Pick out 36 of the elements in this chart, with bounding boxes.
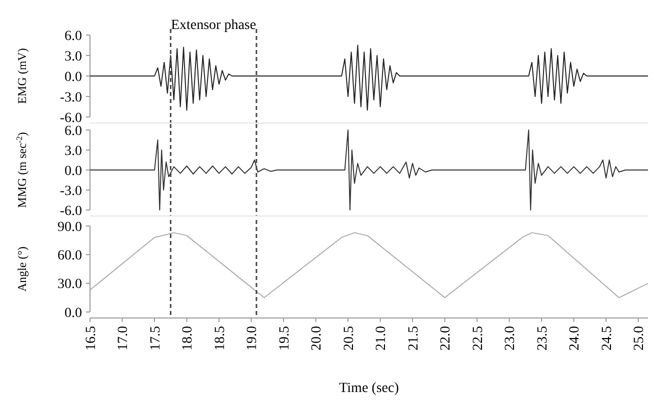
y-tick-label: 6.0 <box>64 124 82 139</box>
y-tick-label: 3.0 <box>64 49 82 64</box>
x-tick-label: 22.0 <box>438 326 454 350</box>
x-tick-label: 24.0 <box>568 326 583 350</box>
y-tick-label: -3.0 <box>60 90 82 106</box>
x-tick-label: 23.5 <box>535 326 550 350</box>
x-tick-label: 19.0 <box>245 326 260 350</box>
x-tick-label: 22.5 <box>470 326 486 350</box>
x-tick-label: 21.0 <box>374 326 390 350</box>
y-tick-label: 30.0 <box>58 277 82 292</box>
y-tick-label: 90.0 <box>58 220 82 235</box>
y-tick-label: 60.0 <box>58 248 82 264</box>
y-tick-label: 6.0 <box>64 28 82 44</box>
x-axis-title: Time (sec) <box>339 381 400 396</box>
y-tick-label: -3.0 <box>60 184 82 199</box>
y-axis-title: EMG (mV) <box>15 48 29 104</box>
y-tick-label: -6.0 <box>60 204 82 219</box>
x-tick-label: 16.5 <box>84 326 99 350</box>
x-tick-label: 24.5 <box>600 326 615 350</box>
text: Extensor phase <box>170 18 256 33</box>
y-tick-label: -6.0 <box>60 110 82 126</box>
x-tick-label: 20.0 <box>310 326 325 350</box>
x-tick-label: 20.5 <box>342 326 357 350</box>
y-tick-label: 0.0 <box>64 70 82 85</box>
y-axis-title: Angle (°) <box>15 246 29 292</box>
x-tick-label: 18.5 <box>212 326 228 350</box>
x-tick-label: 17.0 <box>116 326 132 350</box>
x-tick-label: 18.0 <box>180 326 196 350</box>
x-tick-label: 21.5 <box>406 326 422 350</box>
x-tick-label: 25.0 <box>632 326 648 350</box>
y-tick-label: 3.0 <box>64 144 82 159</box>
x-tick-label: 19.5 <box>277 326 292 350</box>
y-tick-label: 0.0 <box>64 306 82 321</box>
x-tick-label: 17.5 <box>148 326 164 350</box>
x-tick-label: 23.0 <box>503 326 518 350</box>
y-tick-label: 0.0 <box>64 164 82 179</box>
